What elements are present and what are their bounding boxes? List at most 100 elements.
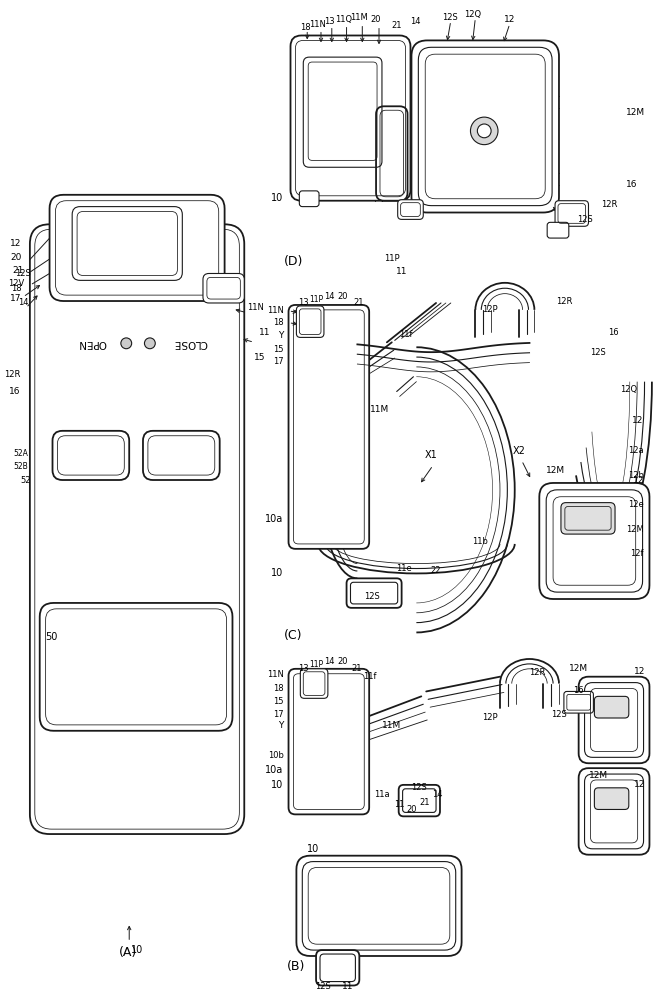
Text: (D): (D) (284, 255, 303, 268)
Text: 12S: 12S (15, 269, 31, 278)
Circle shape (145, 338, 155, 349)
Text: 11M: 11M (370, 405, 390, 414)
Text: 11: 11 (342, 982, 353, 991)
FancyBboxPatch shape (49, 195, 224, 301)
Text: 15: 15 (273, 697, 284, 706)
Text: 13: 13 (298, 664, 308, 673)
FancyBboxPatch shape (399, 785, 440, 816)
Text: 12R: 12R (555, 297, 572, 306)
Text: 18: 18 (300, 23, 310, 32)
Text: 12Q: 12Q (464, 10, 481, 19)
FancyBboxPatch shape (561, 503, 615, 534)
Text: 12P: 12P (482, 713, 498, 722)
Text: 14: 14 (432, 790, 442, 799)
Text: 12: 12 (633, 476, 645, 485)
Text: 11e: 11e (396, 564, 412, 573)
FancyBboxPatch shape (398, 200, 424, 219)
Text: Y: Y (278, 721, 284, 730)
Text: (C): (C) (284, 629, 302, 642)
Text: 15: 15 (273, 345, 284, 354)
Text: Y: Y (278, 331, 284, 340)
Text: 14: 14 (324, 292, 334, 301)
Text: 12b: 12b (627, 471, 643, 480)
Text: 20: 20 (11, 253, 22, 262)
Text: 14: 14 (324, 657, 334, 666)
Text: 12Q: 12Q (621, 385, 637, 394)
Text: X2: X2 (513, 446, 526, 456)
Text: 10: 10 (271, 193, 284, 203)
FancyBboxPatch shape (412, 40, 559, 213)
Text: 13: 13 (298, 298, 308, 307)
Text: 12: 12 (504, 15, 515, 24)
Circle shape (470, 117, 498, 145)
Text: 21: 21 (353, 298, 364, 307)
Text: 21: 21 (419, 798, 430, 807)
FancyBboxPatch shape (300, 669, 328, 698)
FancyBboxPatch shape (299, 191, 319, 207)
Text: 21: 21 (13, 266, 24, 275)
Text: 10a: 10a (265, 765, 284, 775)
FancyBboxPatch shape (547, 222, 569, 238)
Text: 14: 14 (410, 17, 421, 26)
Text: 16: 16 (9, 387, 20, 396)
Text: 21: 21 (351, 664, 362, 673)
Text: 10: 10 (271, 568, 284, 578)
FancyBboxPatch shape (203, 273, 244, 303)
Text: 12V: 12V (8, 279, 24, 288)
FancyBboxPatch shape (594, 788, 629, 809)
Text: 11f: 11f (399, 330, 412, 339)
Text: X1: X1 (425, 450, 438, 460)
Text: 12R: 12R (529, 668, 545, 677)
Text: 12M: 12M (569, 664, 588, 673)
Text: 12M: 12M (626, 525, 643, 534)
Text: 12: 12 (11, 239, 22, 248)
Text: 11N: 11N (267, 306, 284, 315)
Text: 12M: 12M (627, 108, 645, 117)
Text: 15: 15 (254, 353, 266, 362)
Text: 20: 20 (406, 805, 417, 814)
Text: 52: 52 (20, 476, 31, 485)
Text: 12: 12 (634, 667, 645, 676)
Text: 21: 21 (392, 21, 402, 30)
Text: 11M: 11M (382, 721, 402, 730)
FancyBboxPatch shape (53, 431, 129, 480)
Text: 16: 16 (626, 180, 637, 189)
Text: 11: 11 (259, 328, 270, 337)
FancyBboxPatch shape (346, 578, 402, 608)
Text: 17: 17 (273, 357, 284, 366)
Text: 11P: 11P (309, 295, 323, 304)
Text: 11f: 11f (364, 672, 377, 681)
Text: 20: 20 (338, 292, 348, 301)
Text: 18: 18 (273, 684, 284, 693)
Circle shape (121, 338, 132, 349)
Text: 10: 10 (307, 844, 319, 854)
Text: 12S: 12S (551, 710, 567, 719)
Text: 12: 12 (632, 416, 643, 425)
FancyBboxPatch shape (316, 950, 360, 985)
Text: 11P: 11P (309, 660, 323, 669)
Text: 52A: 52A (13, 449, 28, 458)
Text: 12S: 12S (412, 783, 427, 792)
FancyBboxPatch shape (555, 201, 589, 226)
Text: 12: 12 (634, 780, 645, 789)
Text: 11N: 11N (308, 20, 326, 29)
Text: 20: 20 (338, 657, 348, 666)
Text: 17: 17 (11, 294, 22, 303)
Text: 11: 11 (394, 800, 405, 809)
Text: 16: 16 (608, 328, 618, 337)
Text: 12M: 12M (545, 466, 565, 475)
Text: 11a: 11a (374, 790, 390, 799)
FancyBboxPatch shape (288, 669, 369, 814)
FancyBboxPatch shape (143, 431, 220, 480)
Text: 22: 22 (431, 566, 442, 575)
Text: 10: 10 (131, 945, 143, 955)
Text: 50: 50 (45, 632, 58, 642)
Text: 12S: 12S (315, 982, 331, 991)
FancyBboxPatch shape (579, 677, 649, 763)
FancyBboxPatch shape (579, 768, 649, 855)
FancyBboxPatch shape (288, 305, 369, 549)
FancyBboxPatch shape (40, 603, 232, 731)
Text: 11N: 11N (267, 670, 284, 679)
Text: 20: 20 (371, 15, 382, 24)
Text: 18: 18 (273, 318, 284, 327)
